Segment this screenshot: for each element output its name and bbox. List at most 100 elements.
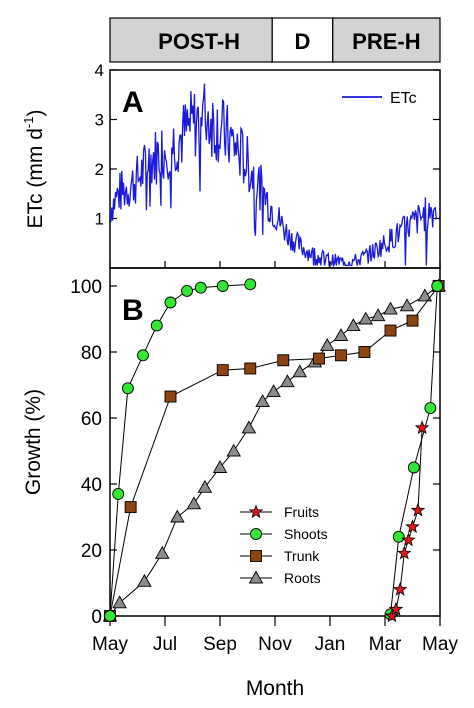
- point-roots: [186, 496, 202, 510]
- legend-shoots-label: Shoots: [284, 526, 328, 542]
- series-shoots-line: [109, 283, 251, 617]
- legend-trunk-marker: [250, 550, 262, 562]
- point-roots: [170, 509, 185, 523]
- point-fruits: [392, 581, 408, 596]
- panel-a-y-ticks: 1 2 3 4: [95, 61, 440, 229]
- period-bar-post-h: [109, 17, 273, 63]
- point-shoots: [164, 296, 177, 309]
- point-roots: [399, 298, 415, 312]
- point-trunk: [384, 324, 397, 337]
- panel-a-ylabel-main: ETc (mm d: [24, 128, 47, 228]
- legend-roots-marker: [248, 570, 264, 584]
- point-trunk: [216, 364, 229, 377]
- panel-a-legend: ETc: [342, 90, 417, 107]
- point-trunk: [277, 354, 290, 367]
- point-fruits: [410, 502, 426, 517]
- point-shoots: [150, 319, 163, 332]
- series-shoots-line-2: [390, 285, 438, 615]
- panel-b-xtick-label: May: [92, 634, 128, 655]
- panel-b-xtick-label: Jan: [315, 634, 346, 655]
- panel-b-series: [102, 278, 446, 623]
- point-fruits: [405, 519, 420, 534]
- point-trunk: [124, 501, 137, 514]
- point-fruits: [414, 420, 430, 435]
- point-roots: [241, 420, 257, 434]
- point-roots: [226, 443, 242, 457]
- panel-a-ytick-label: 1: [95, 210, 104, 229]
- point-roots: [255, 394, 270, 407]
- point-roots: [197, 479, 213, 493]
- point-shoots: [104, 610, 116, 622]
- panel-b-xlabel: Month: [246, 677, 304, 700]
- panel-b: 0 20 40 60 80 100 May Jul Sep Nov Jan Mar May B Frui…: [22, 261, 458, 700]
- point-trunk: [335, 349, 347, 362]
- point-shoots: [431, 280, 444, 292]
- point-roots: [112, 595, 127, 609]
- point-shoots: [194, 281, 207, 294]
- panel-b-xtick-label: May: [422, 634, 458, 655]
- point-fruits: [401, 532, 416, 547]
- period-bars: POST-H D PRE-H: [109, 17, 441, 63]
- legend-etc-label: ETc: [390, 90, 417, 107]
- panel-b-xtick-label: Jul: [153, 634, 177, 655]
- panel-b-ytick-label: 40: [81, 475, 102, 496]
- point-shoots: [137, 349, 149, 362]
- point-shoots: [181, 285, 193, 297]
- panel-a: 1 2 3 4 A ETc ETc (mm d-1): [21, 61, 441, 269]
- point-roots: [319, 337, 335, 351]
- legend-fruits-marker: [248, 504, 264, 519]
- point-trunk: [244, 362, 257, 375]
- point-fruits: [396, 545, 412, 560]
- panel-a-ytick-label: 2: [95, 160, 104, 179]
- legend-shoots-marker: [250, 528, 262, 540]
- point-roots: [383, 301, 398, 315]
- panel-b-ytick-label: 20: [81, 541, 102, 562]
- period-bar-label-post-h: POST-H: [158, 29, 240, 54]
- point-roots: [358, 311, 374, 325]
- legend-roots-label: Roots: [284, 570, 321, 586]
- point-trunk: [358, 346, 371, 358]
- point-roots: [417, 288, 433, 302]
- legend-fruits-label: Fruits: [284, 504, 319, 520]
- point-fruits: [388, 601, 404, 616]
- panel-b-ytick-label: 80: [81, 343, 102, 364]
- point-shoots: [216, 280, 229, 292]
- point-roots: [292, 364, 308, 378]
- point-roots: [280, 374, 295, 388]
- panel-b-xtick-label: Sep: [203, 634, 237, 655]
- point-roots: [137, 573, 152, 587]
- period-bar-label-pre-h: PRE-H: [352, 29, 420, 54]
- panel-b-xtick-label: Mar: [369, 634, 402, 655]
- period-bar-pre-h: [332, 17, 441, 63]
- panel-b-ytick-label: 0: [91, 607, 102, 628]
- series-shoots: [104, 278, 444, 622]
- legend-trunk-label: Trunk: [284, 548, 320, 564]
- period-bar-d: [271, 17, 334, 63]
- point-shoots: [407, 461, 420, 474]
- period-bar-label-d: D: [295, 29, 311, 54]
- panel-b-legend: Fruits Shoots Trunk Roots: [240, 504, 328, 586]
- point-trunk: [313, 352, 325, 365]
- point-shoots: [424, 402, 437, 415]
- series-fruits: [384, 420, 430, 623]
- panel-a-label: A: [122, 86, 144, 119]
- panel-a-ytick-label: 4: [95, 61, 104, 80]
- panel-a-ylabel-close: ): [24, 110, 47, 117]
- point-roots: [370, 308, 386, 322]
- point-trunk: [406, 314, 419, 327]
- panel-a-ylabel-sup: -1: [21, 117, 36, 129]
- panel-a-ytick-label: 3: [95, 111, 104, 130]
- point-roots: [346, 318, 361, 332]
- point-shoots: [244, 278, 257, 291]
- series-trunk: [104, 280, 445, 622]
- panel-b-ylabel: Growth (%): [22, 389, 45, 495]
- point-fruits: [384, 608, 400, 623]
- point-roots: [333, 328, 349, 341]
- etc-line: [109, 83, 438, 268]
- panel-b-xtick-label: Nov: [258, 634, 292, 655]
- panel-b-ytick-label: 60: [81, 409, 102, 430]
- panel-b-ytick-label: 100: [70, 277, 102, 298]
- point-shoots: [392, 530, 405, 543]
- point-shoots: [112, 487, 125, 500]
